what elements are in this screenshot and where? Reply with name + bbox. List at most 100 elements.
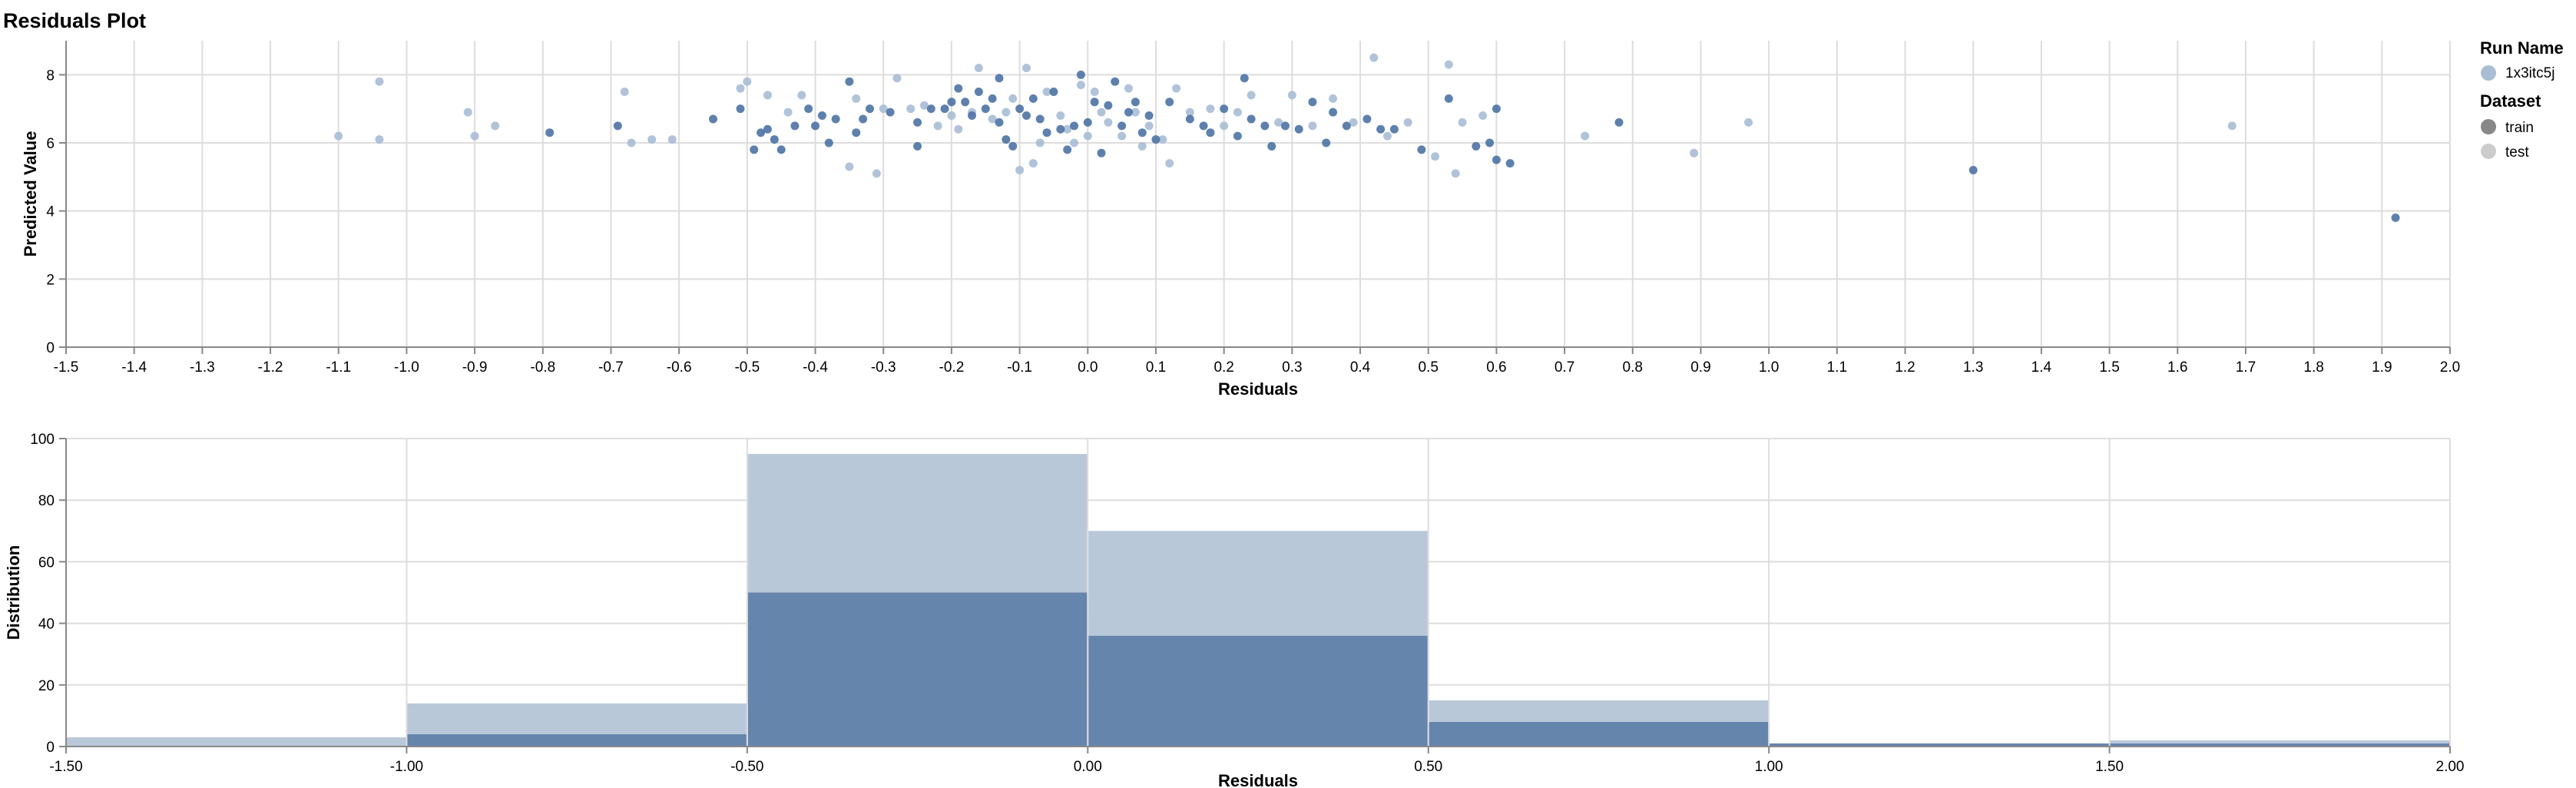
scatter-point-test[interactable] [1349,118,1358,127]
scatter-point-test[interactable] [1444,60,1453,69]
histogram-bar-test[interactable] [2110,740,2449,743]
scatter-point-train[interactable] [1614,118,1624,127]
scatter-point-train[interactable] [1389,124,1399,134]
scatter-point-test[interactable] [1028,159,1038,168]
scatter-point-train[interactable] [1063,145,1072,154]
histogram-bar-test[interactable] [1429,700,1769,722]
scatter-point-train[interactable] [1056,124,1065,134]
scatter-point-test[interactable] [334,131,343,141]
scatter-point-train[interactable] [1247,114,1256,124]
scatter-point-test[interactable] [375,77,384,86]
scatter-point-test[interactable] [1431,152,1440,161]
scatter-point-train[interactable] [1322,138,1331,147]
legend-test-label[interactable]: test [2505,144,2529,161]
scatter-point-train[interactable] [1028,94,1038,103]
scatter-point-train[interactable] [968,111,977,121]
scatter-point-test[interactable] [1369,53,1379,62]
scatter-point-test[interactable] [1090,88,1099,96]
scatter-point-train[interactable] [926,104,935,114]
scatter-point-train[interactable] [1131,98,1140,107]
scatter-point-train[interactable] [1015,104,1025,114]
scatter-point-test[interactable] [1015,165,1025,174]
scatter-point-test[interactable] [919,101,929,110]
scatter-point-test[interactable] [1056,111,1065,121]
scatter-point-test[interactable] [1247,91,1256,100]
scatter-point-test[interactable] [1308,121,1317,131]
scatter-point-train[interactable] [1124,108,1133,117]
scatter-point-test[interactable] [2227,121,2237,131]
scatter-point-train[interactable] [947,98,956,107]
scatter-point-train[interactable] [1104,101,1113,110]
scatter-point-test[interactable] [892,74,902,83]
scatter-point-train[interactable] [988,94,997,103]
scatter-point-train[interactable] [1485,138,1495,147]
scatter-point-train[interactable] [1117,121,1127,131]
scatter-point-test[interactable] [1042,88,1051,96]
scatter-point-test[interactable] [1097,108,1106,117]
scatter-point-train[interactable] [1070,121,1079,131]
scatter-point-test[interactable] [954,124,963,134]
histogram-bar-train[interactable] [1770,743,2109,747]
scatter-point-test[interactable] [627,138,636,147]
scatter-point-test[interactable] [1158,135,1167,144]
scatter-point-test[interactable] [906,104,916,114]
scatter-point-test[interactable] [1008,94,1018,103]
scatter-point-test[interactable] [1104,118,1113,127]
scatter-point-train[interactable] [1021,111,1031,121]
scatter-point-test[interactable] [1287,91,1296,100]
scatter-point-test[interactable] [1206,104,1215,114]
histogram-bar-train[interactable] [1429,721,1769,747]
scatter-point-train[interactable] [2391,214,2400,223]
scatter-point-test[interactable] [933,121,942,131]
scatter-point-train[interactable] [845,77,854,86]
scatter-point-train[interactable] [1492,104,1501,114]
scatter-point-train[interactable] [1165,98,1174,107]
scatter-point-test[interactable] [1165,159,1174,168]
scatter-point-train[interactable] [1267,141,1276,151]
scatter-point-test[interactable] [1690,148,1699,157]
scatter-point-test[interactable] [743,77,752,86]
scatter-point-test[interactable] [783,108,793,117]
histogram-bar-test[interactable] [747,454,1088,593]
histogram-bar-train[interactable] [1088,635,1428,747]
scatter-point-train[interactable] [1035,114,1045,124]
scatter-point-train[interactable] [1444,94,1453,103]
scatter-point-train[interactable] [831,114,840,124]
scatter-point-test[interactable] [852,94,861,103]
scatter-point-test[interactable] [1451,169,1460,178]
scatter-point-train[interactable] [995,74,1004,83]
scatter-point-train[interactable] [1008,141,1018,151]
scatter-point-train[interactable] [824,138,833,147]
scatter-point-train[interactable] [763,124,772,134]
scatter-point-test[interactable] [1478,111,1488,121]
scatter-point-test[interactable] [1035,138,1045,147]
scatter-point-test[interactable] [1329,94,1338,103]
scatter-point-train[interactable] [974,88,983,96]
scatter-point-test[interactable] [1076,81,1085,90]
scatter-point-train[interactable] [1083,118,1092,127]
histogram-bar-test[interactable] [1088,531,1428,636]
scatter-point-train[interactable] [1505,159,1515,168]
scatter-point-test[interactable] [763,91,772,100]
scatter-point-test[interactable] [1117,131,1127,141]
scatter-point-train[interactable] [1042,128,1051,137]
scatter-point-train[interactable] [811,121,820,131]
scatter-point-train[interactable] [1144,111,1154,121]
scatter-point-train[interactable] [709,114,718,124]
scatter-point-train[interactable] [1968,165,1978,174]
scatter-point-test[interactable] [620,88,629,96]
scatter-point-test[interactable] [1233,108,1242,117]
scatter-point-train[interactable] [1472,141,1481,151]
scatter-point-train[interactable] [1151,135,1161,144]
scatter-point-train[interactable] [790,121,800,131]
scatter-point-train[interactable] [1233,131,1242,141]
scatter-point-train[interactable] [940,104,949,114]
histogram-bar-train[interactable] [747,592,1088,747]
scatter-point-train[interactable] [865,104,874,114]
scatter-point-train[interactable] [770,135,779,144]
scatter-point-train[interactable] [1376,124,1386,134]
scatter-point-train[interactable] [1329,108,1338,117]
scatter-point-test[interactable] [879,104,888,114]
scatter-point-train[interactable] [1308,98,1317,107]
scatter-point-train[interactable] [804,104,813,114]
